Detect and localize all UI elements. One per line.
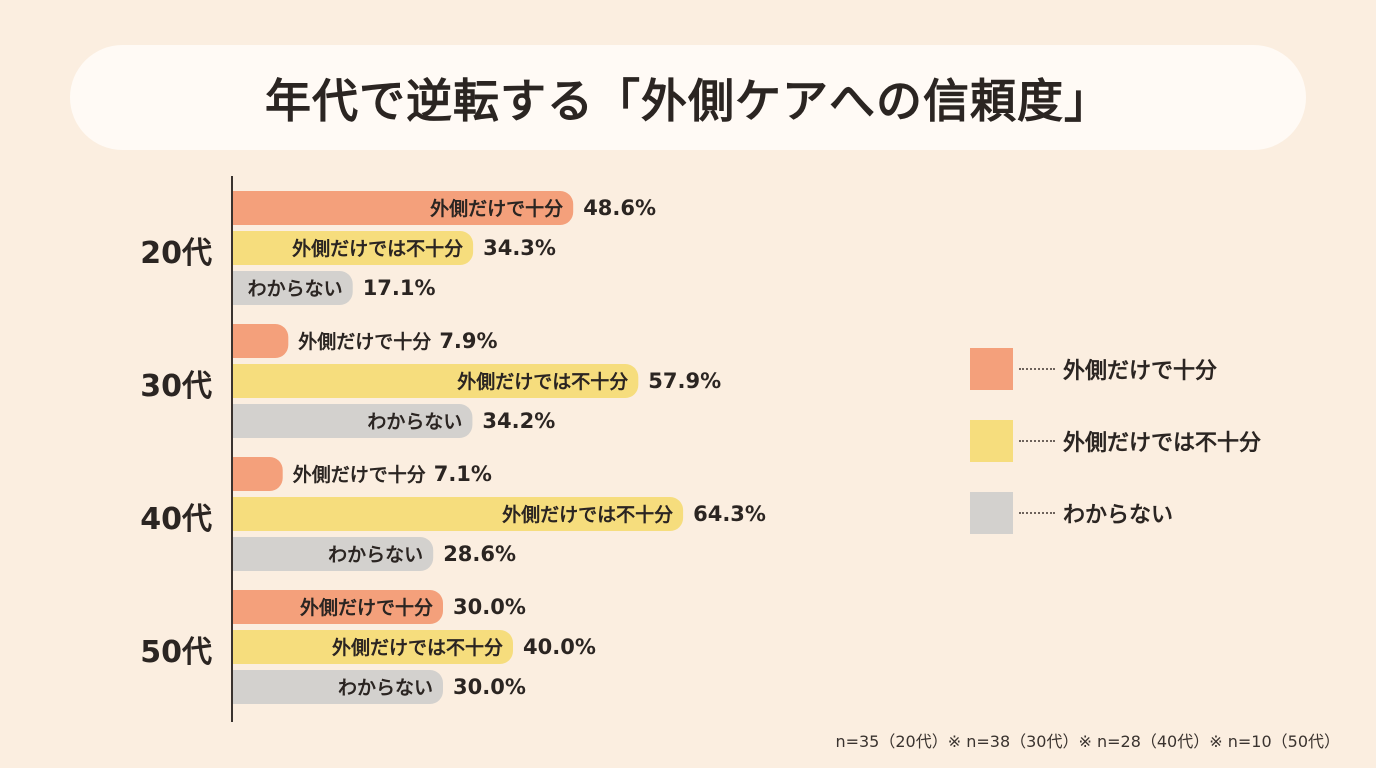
- bar: [233, 271, 353, 305]
- bar-series-label: 外側だけでは不十分: [457, 370, 628, 393]
- bar-value-label: 30.0%: [453, 595, 526, 619]
- legend-item-enough: 外側だけで十分: [970, 348, 1310, 390]
- bar-value-label: 7.9%: [439, 329, 497, 353]
- bar-value-label: 48.6%: [583, 196, 656, 220]
- category-label: 20代: [140, 236, 212, 271]
- bar-series-label: わからない: [338, 677, 433, 699]
- legend-item-unknown: わからない: [970, 492, 1310, 534]
- bar: [233, 324, 289, 358]
- bar-value-label: 7.1%: [434, 462, 492, 486]
- legend-leader-dots: [1019, 440, 1055, 442]
- bar-series-label: 外側だけで十分: [293, 463, 426, 486]
- bar-value-label: 57.9%: [648, 369, 721, 393]
- bar-series-label: 外側だけでは不十分: [332, 636, 503, 659]
- bar-series-label: 外側だけで十分: [298, 330, 431, 353]
- sample-size-footnote: n=35（20代）※ n=38（30代）※ n=28（40代）※ n=10（50…: [835, 732, 1340, 751]
- category-label: 40代: [140, 502, 212, 537]
- legend-item-not-enough: 外側だけでは不十分: [970, 420, 1310, 462]
- bar-series-label: 外側だけで十分: [430, 197, 563, 220]
- category-label: 30代: [140, 369, 212, 404]
- bar-series-label: 外側だけで十分: [300, 596, 433, 619]
- bar: [233, 231, 474, 265]
- bar-value-label: 34.3%: [483, 236, 556, 260]
- bar-series-label: 外側だけでは不十分: [502, 503, 673, 526]
- bar-value-label: 28.6%: [443, 542, 516, 566]
- page-title: 年代で逆転する「外側ケアへの信頼度」: [265, 73, 1111, 128]
- legend-swatch-enough: [970, 348, 1013, 390]
- legend-leader-dots: [1019, 368, 1055, 370]
- bar: [233, 497, 684, 531]
- bar-value-label: 34.2%: [482, 409, 555, 433]
- legend-label-unknown: わからない: [1063, 503, 1174, 528]
- bar: [233, 670, 443, 704]
- legend-leader-dots: [1019, 512, 1055, 514]
- bar-series-label: わからない: [248, 278, 343, 300]
- legend: 外側だけで十分 外側だけでは不十分 わからない: [970, 348, 1310, 564]
- legend-label-not-enough: 外側だけでは不十分: [1063, 431, 1262, 456]
- legend-swatch-unknown: [970, 492, 1013, 534]
- bar: [233, 364, 639, 398]
- bar-value-label: 40.0%: [523, 635, 596, 659]
- legend-swatch-not-enough: [970, 420, 1013, 462]
- category-label: 50代: [140, 635, 212, 670]
- bar: [233, 457, 283, 491]
- bar: [233, 191, 574, 225]
- bar: [233, 630, 513, 664]
- bar: [233, 590, 443, 624]
- title-banner: 年代で逆転する「外側ケアへの信頼度」: [70, 45, 1306, 150]
- bar-value-label: 64.3%: [693, 502, 766, 526]
- bar-value-label: 30.0%: [453, 675, 526, 699]
- bar-series-label: 外側だけでは不十分: [292, 237, 463, 260]
- bar-series-label: わからない: [328, 544, 423, 566]
- bar: [233, 537, 434, 571]
- bar-series-label: わからない: [367, 411, 462, 433]
- legend-label-enough: 外側だけで十分: [1063, 359, 1218, 384]
- bar-value-label: 17.1%: [363, 276, 436, 300]
- bar: [233, 404, 473, 438]
